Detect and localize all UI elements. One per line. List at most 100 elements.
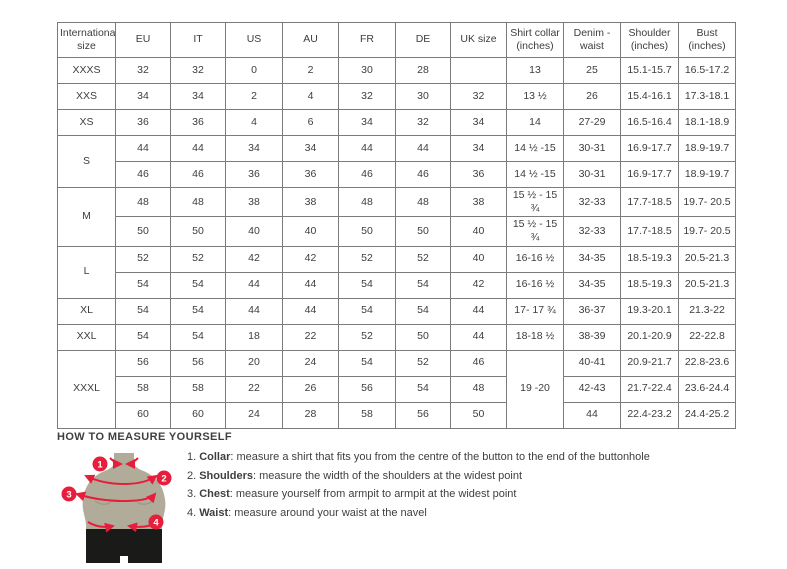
table-cell: 44 bbox=[450, 297, 507, 325]
table-cell: 18.9-19.7 bbox=[678, 161, 736, 188]
table-cell: 20 bbox=[225, 349, 283, 377]
table-row: 58 58 22 26 56 54 48 42-43 21.7-22.4 23.6-24.4 bbox=[58, 375, 736, 403]
table-cell: 52 bbox=[338, 323, 396, 351]
table-cell: 40 bbox=[282, 216, 339, 247]
table-cell: 54 bbox=[170, 297, 226, 325]
table-cell: 32 bbox=[170, 57, 226, 84]
table-cell: 54 bbox=[115, 323, 171, 351]
table-cell: 18 bbox=[225, 323, 283, 351]
table-cell: 40 bbox=[450, 245, 507, 273]
svg-text:3: 3 bbox=[66, 490, 71, 501]
table-cell: 58 bbox=[170, 375, 226, 403]
table-cell: 15.4-16.1 bbox=[620, 83, 679, 110]
table-cell: 18.5-19.3 bbox=[620, 271, 679, 299]
table-cell: 44 bbox=[225, 297, 283, 325]
table-cell: 28 bbox=[395, 57, 451, 84]
table-cell: 30-31 bbox=[563, 161, 621, 188]
table-cell: 2 bbox=[225, 83, 283, 110]
table-cell: 32-33 bbox=[563, 216, 621, 247]
measure-instructions: 1. Collar: measure a shirt that fits you … bbox=[187, 451, 650, 525]
table-cell: 2 bbox=[282, 57, 339, 84]
table-cell: 54 bbox=[115, 297, 171, 325]
table-cell: 34 bbox=[450, 135, 507, 162]
table-cell: 14 ½ -15 bbox=[506, 135, 564, 162]
table-cell: 34 bbox=[225, 135, 283, 162]
table-cell: 17.7-18.5 bbox=[620, 216, 679, 247]
table-cell: 32 bbox=[338, 83, 396, 110]
table-cell: 36 bbox=[170, 109, 226, 136]
table-cell: 58 bbox=[338, 401, 396, 429]
table-cell: 23.6-24.4 bbox=[678, 375, 736, 403]
table-cell: 56 bbox=[395, 401, 451, 429]
table-row: XXS 34 34 2 4 32 30 32 13 ½ 26 15.4-16.1 17.3-18.1 bbox=[57, 83, 736, 110]
how-to-measure-section: HOW TO MEASURE YOURSELF bbox=[57, 431, 757, 569]
table-cell: 22-22.8 bbox=[678, 323, 736, 351]
table-cell: 24 bbox=[225, 401, 283, 429]
table-row: International size EU IT US AU FR DE UK size Shi… bbox=[57, 22, 736, 58]
column-header: US bbox=[225, 22, 283, 58]
table-cell: 26 bbox=[563, 83, 621, 110]
table-cell: 34-35 bbox=[563, 271, 621, 299]
instruction-label: Shoulders bbox=[199, 469, 253, 482]
table-cell: 18.5-19.3 bbox=[620, 245, 679, 273]
table-cell: 56 bbox=[170, 349, 226, 377]
svg-text:4: 4 bbox=[153, 518, 159, 529]
table-cell: 30 bbox=[338, 57, 396, 84]
measure-badge-3: 3 bbox=[61, 486, 77, 502]
table-cell: 16.5-16.4 bbox=[620, 109, 679, 136]
table-row: L 52 52 42 42 52 52 40 16-16 ½ 34-35 18.5-19.3 20.5… bbox=[57, 245, 736, 299]
table-row: XXXS 32 32 0 2 30 28 13 25 15.1-15.7 16.5-17.2 bbox=[57, 57, 736, 84]
table-cell bbox=[450, 57, 507, 84]
table-cell: 4 bbox=[282, 83, 339, 110]
table-row: XL 54 54 44 44 54 54 44 17- 17 ¾ 36-37 19.3-20.1 21… bbox=[57, 297, 736, 325]
table-cell: 54 bbox=[115, 271, 171, 299]
table-cell: 54 bbox=[338, 297, 396, 325]
table-cell: 56 bbox=[338, 375, 396, 403]
measure-badge-2: 2 bbox=[156, 470, 172, 486]
table-cell: 20.5-21.3 bbox=[678, 245, 736, 273]
table-cell: 44 bbox=[563, 401, 621, 429]
table-cell: 56 bbox=[115, 349, 171, 377]
table-cell: 52 bbox=[338, 245, 396, 273]
table-cell: 44 bbox=[282, 297, 339, 325]
table-cell: 17.3-18.1 bbox=[678, 83, 736, 110]
table-cell: 60 bbox=[170, 401, 226, 429]
table-cell: 14 ½ -15 bbox=[506, 161, 564, 188]
table-cell: 44 bbox=[225, 271, 283, 299]
table-cell: L bbox=[57, 245, 116, 299]
table-cell: 52 bbox=[395, 349, 451, 377]
table-cell: 44 bbox=[115, 135, 171, 162]
table-cell: 40 bbox=[450, 216, 507, 247]
size-chart-section: International size EU IT US AU FR DE UK size Shi… bbox=[57, 22, 736, 429]
table-cell: XXS bbox=[57, 83, 116, 110]
table-cell: 36 bbox=[225, 161, 283, 188]
table-cell: 36 bbox=[450, 161, 507, 188]
table-cell: 19.7- 20.5 bbox=[678, 186, 736, 218]
table-cell: 22.8-23.6 bbox=[678, 349, 736, 377]
table-cell: 52 bbox=[115, 245, 171, 273]
table-cell: 42-43 bbox=[563, 375, 621, 403]
table-cell: XXL bbox=[57, 323, 116, 351]
instruction-number: 3. bbox=[187, 488, 197, 501]
table-cell: 20.1-20.9 bbox=[620, 323, 679, 351]
table-cell: 54 bbox=[170, 323, 226, 351]
column-header: AU bbox=[282, 22, 339, 58]
table-cell: 13 bbox=[506, 57, 564, 84]
table-row: 46 46 36 36 46 46 36 14 ½ -15 30-31 16.9-17.7 18.9… bbox=[58, 161, 736, 188]
instruction-text: : measure yourself from armpit to armpit… bbox=[229, 488, 517, 501]
table-body: XXXS 32 32 0 2 30 28 13 25 15.1-15.7 16.5-17.2 XXS 3… bbox=[57, 57, 736, 429]
column-header: EU bbox=[115, 22, 171, 58]
table-cell: 42 bbox=[282, 245, 339, 273]
table-cell: 46 bbox=[170, 161, 226, 188]
table-cell: 15 ½ - 15 ¾ bbox=[506, 216, 564, 247]
table-cell: 38 bbox=[225, 186, 283, 218]
table-cell: 46 bbox=[115, 161, 171, 188]
table-cell: 27-29 bbox=[563, 109, 621, 136]
table-cell: 50 bbox=[395, 216, 451, 247]
table-cell: 32 bbox=[115, 57, 171, 84]
table-cell: 19.3-20.1 bbox=[620, 297, 679, 325]
table-cell: XS bbox=[57, 109, 116, 136]
table-cell: 50 bbox=[450, 401, 507, 429]
table-cell: XXXL bbox=[57, 349, 116, 429]
mannequin-illustration: 1 2 3 4 bbox=[61, 453, 172, 563]
